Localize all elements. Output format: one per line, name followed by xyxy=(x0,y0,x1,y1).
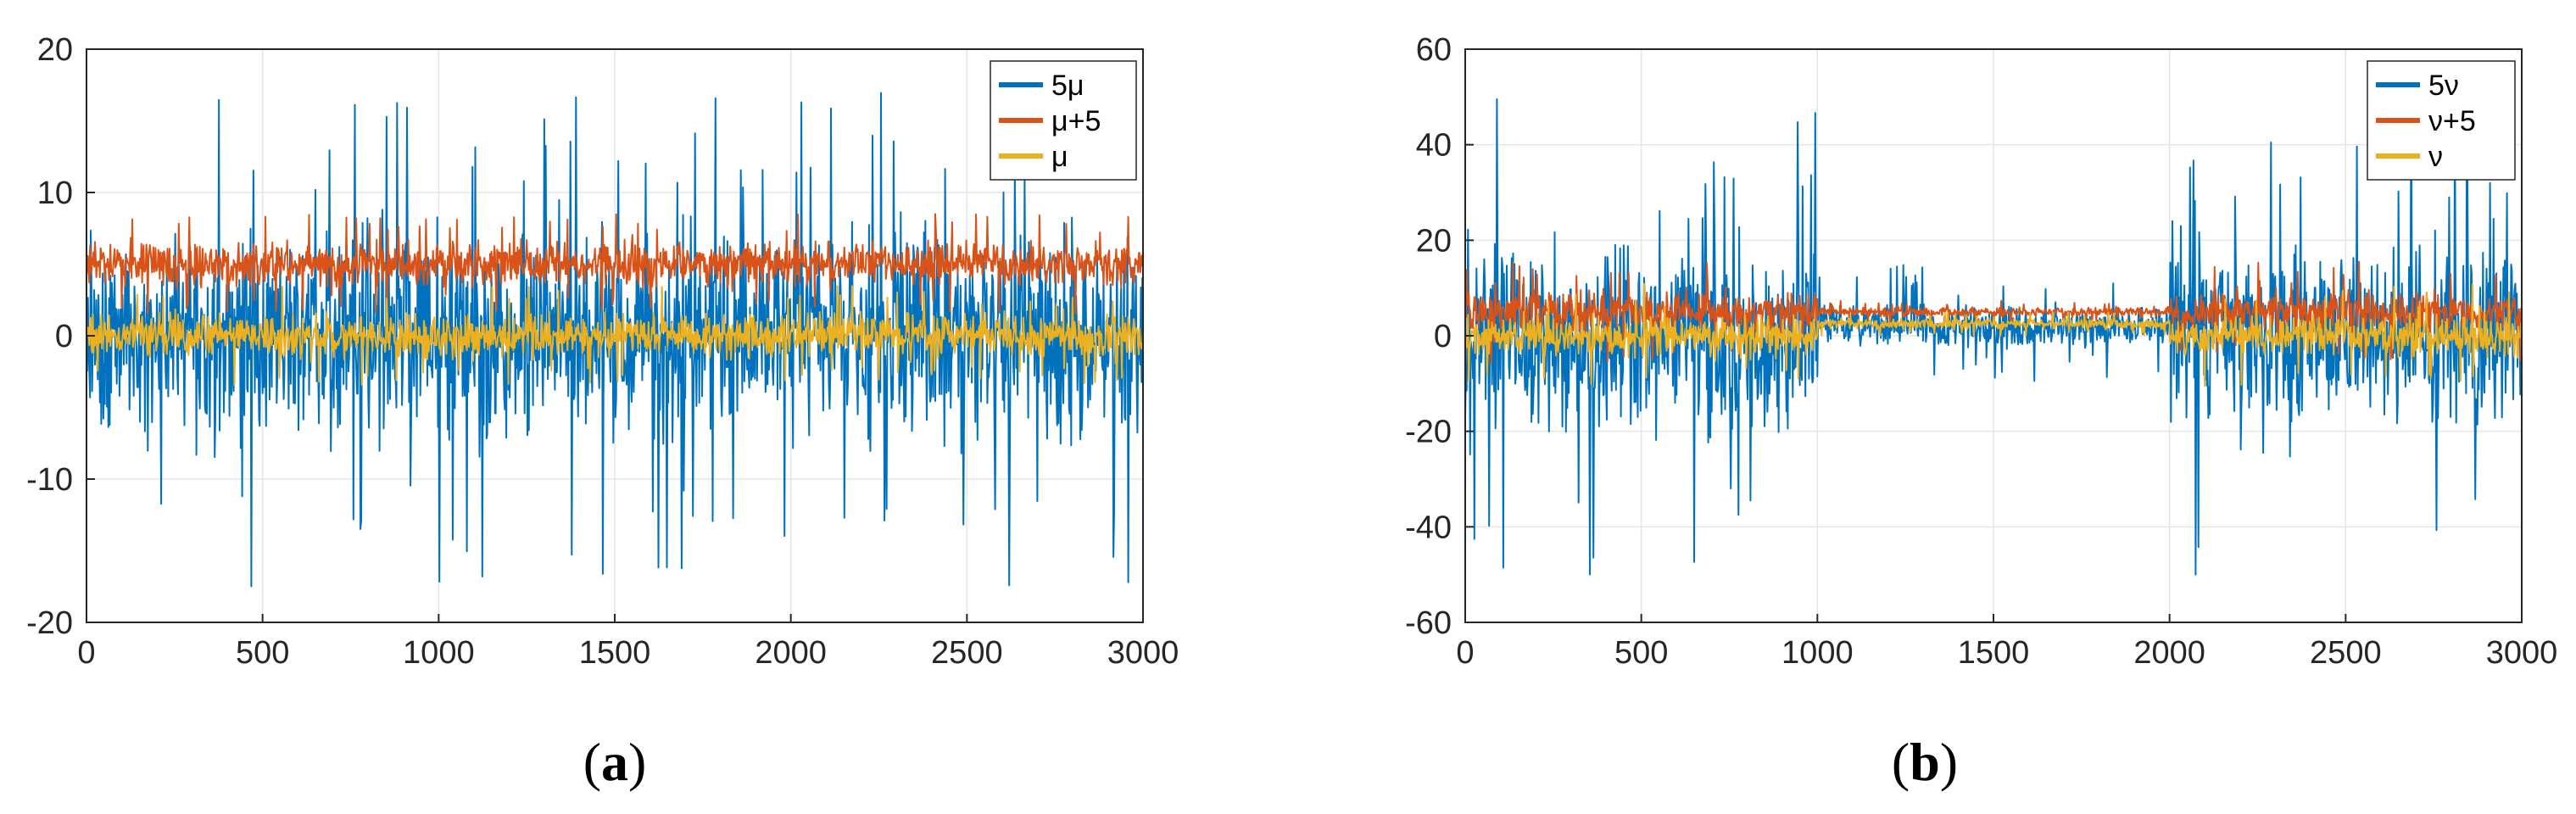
x-tick-label-2500-a: 2500 xyxy=(931,635,1003,671)
ticks-b: 0 500 1000 1500 2000 2500 3000 60 40 20 0 -20 -40 -60 xyxy=(1405,32,2557,671)
legend-b: 5νν+5 ν xyxy=(2367,60,2516,181)
y-tick-label--10-a: -10 xyxy=(26,462,73,498)
series-layer-b xyxy=(1464,95,2523,576)
y-tick-label-20-a: 20 xyxy=(37,32,73,68)
y-tick-label--20-a: -20 xyxy=(26,605,73,641)
legend-label-0-b: 5ν xyxy=(2428,70,2459,102)
x-tick-label-2000-b: 2000 xyxy=(2133,635,2205,671)
x-tick-label-3000-b: 3000 xyxy=(2486,635,2558,671)
legend-a: 5μμ+5 μ xyxy=(990,60,1137,181)
legend-label-1-b: ν+5 xyxy=(2428,105,2476,137)
panel-a: 0 500 1000 1500 2000 2500 3000 20 10 0 -10 -20 5μμ+… xyxy=(26,32,1179,792)
y-tick-label--20-b: -20 xyxy=(1405,415,1452,450)
x-tick-label-2500-b: 2500 xyxy=(2310,635,2382,671)
x-tick-label-1000-a: 1000 xyxy=(403,635,475,671)
y-tick-label-20-b: 20 xyxy=(1416,223,1452,259)
y-tick-label-0-a: 0 xyxy=(55,319,73,354)
y-tick-label-10-a: 10 xyxy=(37,176,73,211)
legend-label-0-a: 5μ xyxy=(1051,70,1084,102)
x-tick-label-0-a: 0 xyxy=(77,635,95,671)
x-tick-label-500-b: 500 xyxy=(1614,635,1668,671)
y-tick-label-60-b: 60 xyxy=(1416,32,1452,68)
caption-a: (a) xyxy=(583,732,647,792)
series-2-line-a xyxy=(86,285,1144,387)
ticks-a: 0 500 1000 1500 2000 2500 3000 20 10 0 -10 -20 xyxy=(26,32,1179,671)
x-tick-label-0-b: 0 xyxy=(1456,635,1474,671)
x-tick-label-1000-b: 1000 xyxy=(1781,635,1854,671)
y-tick-label-40-b: 40 xyxy=(1416,128,1452,164)
panel-b: 0 500 1000 1500 2000 2500 3000 60 40 20 0 -20 -40 -60… xyxy=(1405,32,2557,792)
legend-label-2-b: ν xyxy=(2428,141,2443,173)
legend-label-1-a: μ+5 xyxy=(1051,105,1101,137)
series-2-line-b xyxy=(1464,282,2523,387)
series-0-line-a xyxy=(86,92,1144,588)
x-tick-label-3000-a: 3000 xyxy=(1107,635,1179,671)
series-1-line-a xyxy=(86,213,1144,315)
x-tick-label-1500-a: 1500 xyxy=(579,635,651,671)
y-tick-label-0-b: 0 xyxy=(1434,319,1452,354)
x-tick-label-500-a: 500 xyxy=(236,635,289,671)
series-layer-a xyxy=(86,92,1144,588)
x-tick-label-2000-a: 2000 xyxy=(755,635,827,671)
y-tick-label--40-b: -40 xyxy=(1405,510,1452,545)
x-tick-label-1500-b: 1500 xyxy=(1958,635,2030,671)
legend-label-2-a: μ xyxy=(1051,141,1068,173)
y-tick-label--60-b: -60 xyxy=(1405,605,1452,641)
grid-b xyxy=(1465,49,2522,622)
caption-b: (b) xyxy=(1892,732,1958,792)
